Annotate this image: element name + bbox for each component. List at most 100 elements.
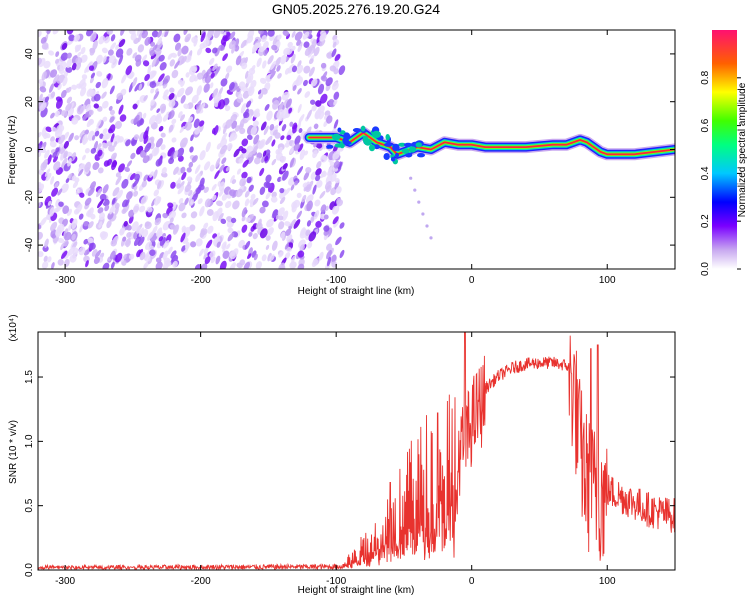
noise-speckle xyxy=(155,158,163,167)
noise-speckle xyxy=(88,119,95,125)
noise-speckle xyxy=(78,213,84,220)
noise-speckle xyxy=(326,52,333,59)
noise-speckle xyxy=(252,145,258,155)
noise-speckle xyxy=(216,241,221,248)
noise-speckle xyxy=(151,147,160,157)
spectrogram-y-tick-label: 40 xyxy=(24,48,35,60)
noise-speckle xyxy=(66,52,72,59)
noise-speckle xyxy=(265,174,272,183)
noise-speckle xyxy=(142,60,150,67)
noise-speckle xyxy=(63,239,69,247)
noise-speckle xyxy=(89,76,95,84)
noise-speckle xyxy=(272,129,278,136)
noise-speckle xyxy=(140,195,148,205)
noise-speckle xyxy=(74,135,80,141)
noise-speckle xyxy=(308,58,314,65)
noise-speckle xyxy=(168,99,176,108)
noise-speckle xyxy=(88,65,95,71)
noise-speckle xyxy=(238,81,246,90)
noise-speckle xyxy=(136,226,141,234)
noise-speckle xyxy=(221,132,228,141)
colorbar-tick-label: 0.8 xyxy=(700,70,711,84)
noise-speckle xyxy=(75,62,82,71)
noise-speckle xyxy=(302,31,310,40)
noise-speckle xyxy=(89,181,97,191)
noise-speckle xyxy=(60,89,67,99)
signal-blob xyxy=(384,142,393,147)
noise-speckle xyxy=(258,46,265,53)
noise-speckle xyxy=(231,45,236,54)
noise-speckle xyxy=(213,93,222,104)
noise-speckle xyxy=(334,54,341,62)
noise-speckle xyxy=(130,152,136,160)
noise-speckle xyxy=(93,93,101,102)
noise-speckle xyxy=(180,232,186,243)
noise-speckle xyxy=(38,224,42,230)
noise-speckle xyxy=(82,112,89,121)
noise-speckle xyxy=(65,178,70,184)
noise-speckle xyxy=(101,91,107,99)
noise-speckle xyxy=(289,121,294,127)
noise-speckle xyxy=(159,252,165,259)
noise-speckle xyxy=(326,115,333,124)
noise-speckle xyxy=(224,105,231,112)
noise-speckle xyxy=(109,116,115,123)
noise-speckle xyxy=(234,125,241,132)
noise-speckle xyxy=(158,236,163,242)
noise-speckle xyxy=(89,48,95,56)
noise-speckle xyxy=(111,159,117,171)
noise-speckle xyxy=(308,66,315,77)
noise-speckle xyxy=(220,30,225,35)
noise-speckle xyxy=(154,217,162,226)
noise-speckle xyxy=(124,166,130,172)
noise-speckle xyxy=(101,47,108,54)
noise-speckle xyxy=(50,112,55,119)
noise-speckle xyxy=(258,30,265,35)
noise-speckle xyxy=(78,78,86,88)
noise-speckle xyxy=(121,208,127,214)
noise-speckle xyxy=(222,250,230,260)
noise-speckle xyxy=(163,240,170,249)
noise-speckle xyxy=(323,225,330,232)
snr-y-tick-label: 1.5 xyxy=(24,370,35,384)
noise-speckle xyxy=(280,231,286,239)
noise-speckle xyxy=(98,35,106,45)
noise-speckle xyxy=(296,39,302,46)
noise-speckle xyxy=(156,227,163,237)
noise-speckle xyxy=(190,241,197,248)
noise-speckle xyxy=(214,66,221,75)
noise-speckle xyxy=(250,193,256,200)
snr-y-tick-label: 0.5 xyxy=(24,498,35,512)
noise-speckle xyxy=(115,172,121,178)
noise-speckle xyxy=(173,166,179,175)
noise-speckle xyxy=(271,240,278,251)
noise-speckle xyxy=(190,211,198,219)
noise-speckle xyxy=(82,154,86,161)
noise-speckle xyxy=(115,44,120,50)
noise-speckle xyxy=(210,72,215,79)
noise-speckle xyxy=(252,232,258,240)
noise-speckle xyxy=(171,52,177,58)
noise-speckle xyxy=(63,150,68,159)
noise-speckle xyxy=(248,151,254,158)
noise-speckle xyxy=(319,190,326,199)
noise-speckle xyxy=(265,244,270,250)
signal-blob xyxy=(385,134,390,141)
spectrogram-x-tick-label: -300 xyxy=(55,275,75,286)
noise-speckle xyxy=(126,160,133,167)
noise-speckle xyxy=(328,171,333,177)
noise-speckle xyxy=(40,36,47,44)
noise-speckle xyxy=(229,31,236,40)
noise-speckle xyxy=(143,94,148,102)
noise-speckle xyxy=(50,221,58,232)
noise-speckle xyxy=(162,75,171,85)
colorbar-tick-label: 0.2 xyxy=(700,214,711,228)
noise-speckle xyxy=(258,93,264,100)
noise-speckle xyxy=(141,54,148,63)
noise-speckle xyxy=(277,73,282,79)
noise-speckle xyxy=(333,99,338,106)
noise-speckle xyxy=(209,82,214,89)
noise-speckle xyxy=(150,52,157,60)
noise-speckle xyxy=(88,89,96,97)
noise-speckle xyxy=(142,155,150,164)
